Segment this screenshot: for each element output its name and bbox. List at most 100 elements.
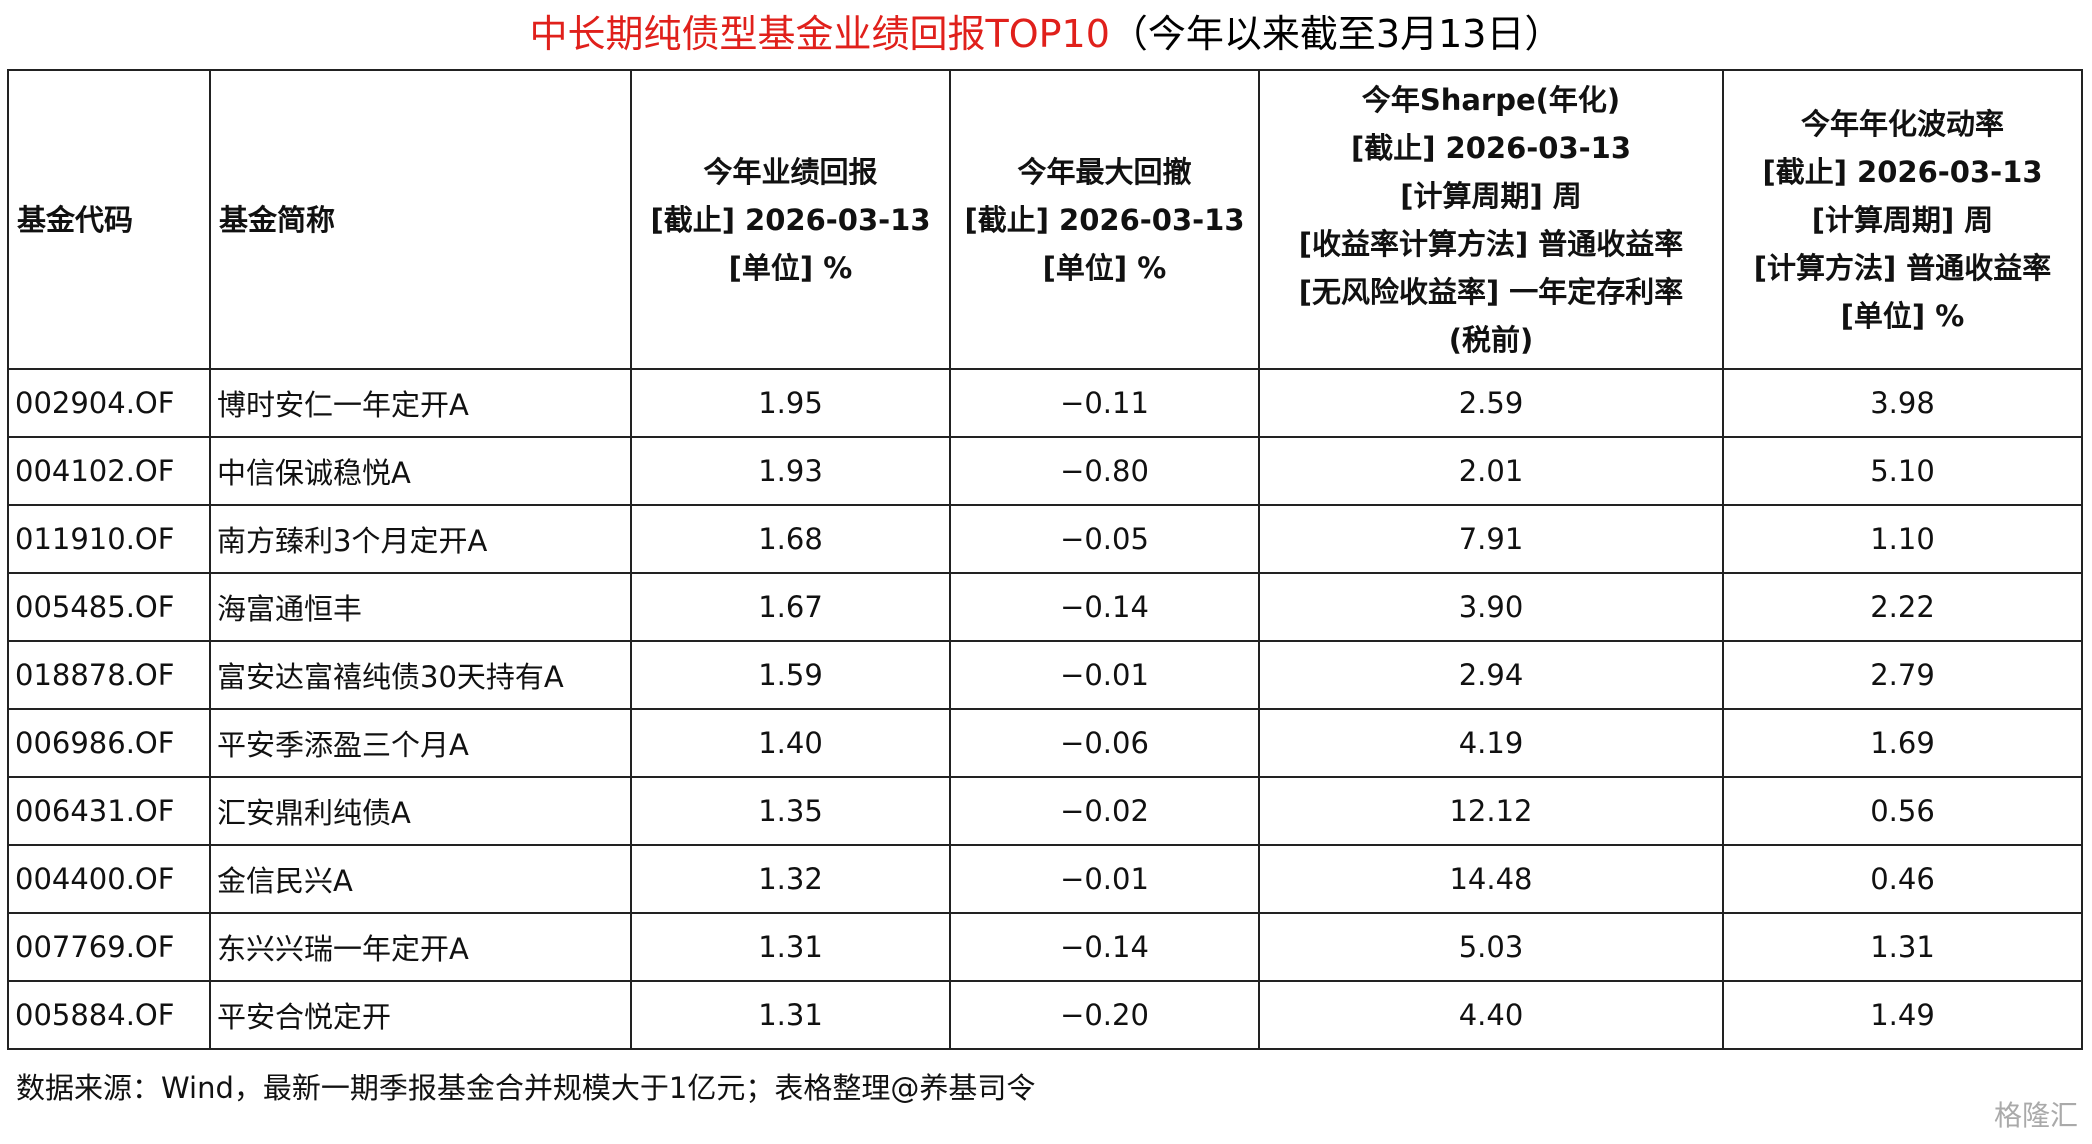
table-cell: −0.01 (949, 844, 1260, 914)
header-line: [无风险收益率] 一年定存利率 (1298, 274, 1684, 309)
table-cell: 4.40 (1258, 980, 1724, 1050)
table-cell: 2.59 (1258, 368, 1724, 438)
table-cell: 金信民兴A (209, 844, 632, 914)
table-cell: 汇安鼎利纯债A (209, 776, 632, 846)
header-cell: 今年Sharpe(年化) [截止] 2026-03-13 [计算周期] 周 [收益率计… (1258, 69, 1724, 370)
table-cell: 3.90 (1258, 572, 1724, 642)
table-cell: 006431.OF (7, 776, 211, 846)
table-cell: −0.80 (949, 436, 1260, 506)
table-cell: 007769.OF (7, 912, 211, 982)
table-row: 006986.OF 平安季添盈三个月A 1.40 −0.06 4.19 1.69 (7, 708, 2083, 778)
header-cell: 今年年化波动率 [截止] 2026-03-13 [计算周期] 周 [计算方法] 普通收… (1722, 69, 2083, 370)
table-cell: 2.01 (1258, 436, 1724, 506)
header-line: 今年业绩回报 (703, 154, 878, 189)
table-cell: 1.59 (630, 640, 951, 710)
table-row: 011910.OF 南方臻利3个月定开A 1.68 −0.05 7.91 1.10 (7, 504, 2083, 574)
title-note: （今年以来截至3月13日） (1109, 12, 1563, 56)
table-cell: 006986.OF (7, 708, 211, 778)
table-cell: 004102.OF (7, 436, 211, 506)
table-cell: 2.79 (1722, 640, 2083, 710)
table-row: 005485.OF 海富通恒丰 1.67 −0.14 3.90 2.22 (7, 572, 2083, 642)
table-cell: 3.98 (1722, 368, 2083, 438)
header-cell: 今年业绩回报 [截止] 2026-03-13 [单位] % (630, 69, 951, 370)
table-cell: 东兴兴瑞一年定开A (209, 912, 632, 982)
table-cell: 1.49 (1722, 980, 2083, 1050)
header-line: 今年最大回撤 (1017, 154, 1192, 189)
table-cell: 富安达富禧纯债30天持有A (209, 640, 632, 710)
table-cell: 002904.OF (7, 368, 211, 438)
footer-row: 数据来源：Wind，最新一期季报基金合并规模大于1亿元；表格整理@养基司令 (8, 1048, 2082, 1121)
table-cell: 1.31 (1722, 912, 2083, 982)
table-cell: 南方臻利3个月定开A (209, 504, 632, 574)
table-cell: 海富通恒丰 (209, 572, 632, 642)
header-line: 今年年化波动率 (1800, 106, 2004, 141)
table-cell: 4.19 (1258, 708, 1724, 778)
table-cell: −0.14 (949, 912, 1260, 982)
table-cell: 1.31 (630, 980, 951, 1050)
table-cell: 018878.OF (7, 640, 211, 710)
table-cell: 004400.OF (7, 844, 211, 914)
header-line: [截止] 2026-03-13 (1350, 130, 1632, 165)
table-cell: 5.03 (1258, 912, 1724, 982)
table-cell: 博时安仁一年定开A (209, 368, 632, 438)
header-line: [单位] % (1042, 250, 1167, 285)
table-cell: 1.10 (1722, 504, 2083, 574)
footer-note: 数据来源：Wind，最新一期季报基金合并规模大于1亿元；表格整理@养基司令 (8, 1048, 2082, 1121)
table-row: 018878.OF 富安达富禧纯债30天持有A 1.59 −0.01 2.94 2.79 (7, 640, 2083, 710)
table-row: 004400.OF 金信民兴A 1.32 −0.01 14.48 0.46 (7, 844, 2083, 914)
table-cell: 2.22 (1722, 572, 2083, 642)
header-line: [收益率计算方法] 普通收益率 (1298, 226, 1684, 261)
table-cell: 1.69 (1722, 708, 2083, 778)
table-cell: −0.14 (949, 572, 1260, 642)
title: 中长期纯债型基金业绩回报TOP10（今年以来截至3月13日） (0, 0, 2092, 69)
table-cell: 7.91 (1258, 504, 1724, 574)
table-cell: 1.31 (630, 912, 951, 982)
header-line: [单位] % (728, 250, 853, 285)
header-line: [计算周期] 周 (1811, 202, 1994, 237)
header-line: [截止] 2026-03-13 (1762, 154, 2043, 189)
table-cell: 2.94 (1258, 640, 1724, 710)
table-cell: −0.02 (949, 776, 1260, 846)
table-cell: 1.68 (630, 504, 951, 574)
table-cell: 011910.OF (7, 504, 211, 574)
table-cell: 0.46 (1722, 844, 2083, 914)
table-cell: 1.40 (630, 708, 951, 778)
table-cell: 0.56 (1722, 776, 2083, 846)
table-cell: −0.01 (949, 640, 1260, 710)
table-cell: −0.20 (949, 980, 1260, 1050)
table-cell: 1.67 (630, 572, 951, 642)
table-cell: 14.48 (1258, 844, 1724, 914)
header-line: [计算周期] 周 (1400, 178, 1582, 213)
header-cell: 基金代码 (7, 69, 211, 370)
table-cell: 中信保诚稳悦A (209, 436, 632, 506)
table-cell: 12.12 (1258, 776, 1724, 846)
header-line: 今年Sharpe(年化) (1361, 82, 1621, 117)
title-main: 中长期纯债型基金业绩回报TOP10 (529, 12, 1110, 56)
table-cell: 005485.OF (7, 572, 211, 642)
table-cell: 1.32 (630, 844, 951, 914)
table-row: 005884.OF 平安合悦定开 1.31 −0.20 4.40 1.49 (7, 980, 2083, 1050)
header-cell: 基金简称 (209, 69, 632, 370)
table-cell: 005884.OF (7, 980, 211, 1050)
table-cell: 1.35 (630, 776, 951, 846)
header-line: [截止] 2026-03-13 (964, 202, 1245, 237)
table-row: 006431.OF 汇安鼎利纯债A 1.35 −0.02 12.12 0.56 (7, 776, 2083, 846)
header-line: (税前) (1448, 322, 1534, 357)
header-row: 基金代码 基金简称 今年业绩回报 [截止] 2026-03-13 [单位] % 今年最大回… (7, 69, 2083, 370)
table-body: 002904.OF 博时安仁一年定开A 1.95 −0.11 2.59 3.98 00410… (7, 368, 2083, 1121)
header-line: 基金简称 (219, 202, 336, 237)
header-line: [单位] % (1840, 298, 1965, 333)
header-line: 基金代码 (17, 202, 134, 237)
table-cell: 1.95 (630, 368, 951, 438)
table-row: 007769.OF 东兴兴瑞一年定开A 1.31 −0.14 5.03 1.31 (7, 912, 2083, 982)
table-cell: −0.05 (949, 504, 1260, 574)
watermark: 格隆汇 (1993, 1099, 2078, 1132)
table-row: 002904.OF 博时安仁一年定开A 1.95 −0.11 2.59 3.98 (7, 368, 2083, 438)
table-row: 004102.OF 中信保诚稳悦A 1.93 −0.80 2.01 5.10 (7, 436, 2083, 506)
table-cell: −0.06 (949, 708, 1260, 778)
table-cell: 平安合悦定开 (209, 980, 632, 1050)
header-line: [截止] 2026-03-13 (650, 202, 931, 237)
table-cell: 平安季添盈三个月A (209, 708, 632, 778)
header-cell: 今年最大回撤 [截止] 2026-03-13 [单位] % (949, 69, 1260, 370)
